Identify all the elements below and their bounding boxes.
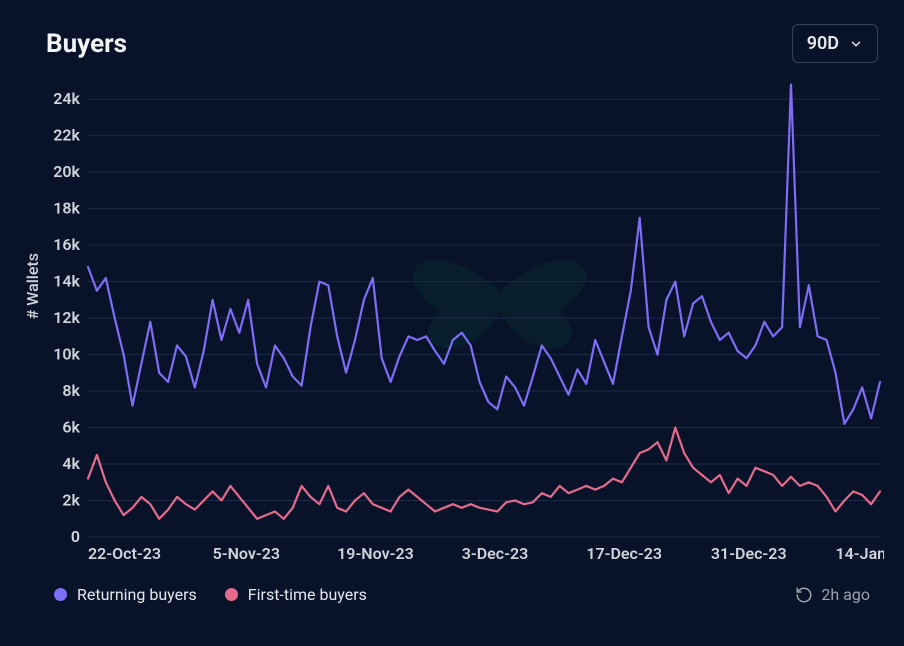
time-range-select[interactable]: 90D	[792, 24, 878, 63]
line-chart: 0 2k 4k 6k 8k 10k 12k 14k 16k 18k 20k 22k 24k # Walle…	[20, 71, 884, 571]
card-header: Buyers 90D	[20, 24, 884, 63]
y-tick-label: 0	[71, 527, 80, 546]
y-tick-label: 10k	[53, 345, 80, 364]
x-tick-label: 22-Oct-23	[88, 544, 161, 563]
time-range-value: 90D	[807, 33, 839, 54]
y-tick-label: 20k	[53, 162, 80, 181]
y-tick-label: 14k	[53, 272, 80, 291]
watermark-icon	[413, 260, 587, 348]
x-tick-label: 5-Nov-23	[213, 544, 280, 563]
last-updated-label: 2h ago	[821, 585, 870, 604]
x-tick-label: 14-Jan-24	[836, 544, 884, 563]
x-tick-label: 31-Dec-23	[711, 544, 787, 563]
series-firsttime	[88, 428, 880, 519]
legend-item-returning[interactable]: Returning buyers	[54, 585, 197, 604]
x-tick-label: 19-Nov-23	[337, 544, 414, 563]
legend-swatch-returning	[54, 588, 67, 601]
legend-label-returning: Returning buyers	[77, 585, 197, 604]
chart-area: 0 2k 4k 6k 8k 10k 12k 14k 16k 18k 20k 22k 24k # Walle…	[20, 71, 884, 571]
x-tick-label: 17-Dec-23	[586, 544, 662, 563]
card-footer: Returning buyers First-time buyers 2h ag…	[20, 585, 884, 604]
legend-item-firsttime[interactable]: First-time buyers	[225, 585, 367, 604]
buyers-card: Buyers 90D 0 2k 4k 6k 8k 10k 12k 14k 16k 18k 20k 22…	[0, 0, 904, 646]
chevron-down-icon	[849, 37, 863, 51]
legend-swatch-firsttime	[225, 588, 238, 601]
y-tick-label: 8k	[62, 381, 80, 400]
last-updated: 2h ago	[795, 585, 870, 604]
x-tick-label: 3-Dec-23	[462, 544, 529, 563]
y-tick-label: 16k	[53, 235, 80, 254]
y-tick-label: 24k	[53, 89, 80, 108]
y-tick-label: 2k	[62, 491, 80, 510]
y-tick-label: 12k	[53, 308, 80, 327]
card-title: Buyers	[46, 29, 127, 59]
y-axis-label: # Wallets	[23, 253, 42, 319]
y-tick-label: 4k	[62, 454, 80, 473]
legend-label-firsttime: First-time buyers	[248, 585, 367, 604]
y-tick-label: 6k	[62, 418, 80, 437]
y-tick-label: 22k	[53, 126, 80, 145]
refresh-icon	[795, 586, 813, 604]
y-tick-label: 18k	[53, 199, 80, 218]
